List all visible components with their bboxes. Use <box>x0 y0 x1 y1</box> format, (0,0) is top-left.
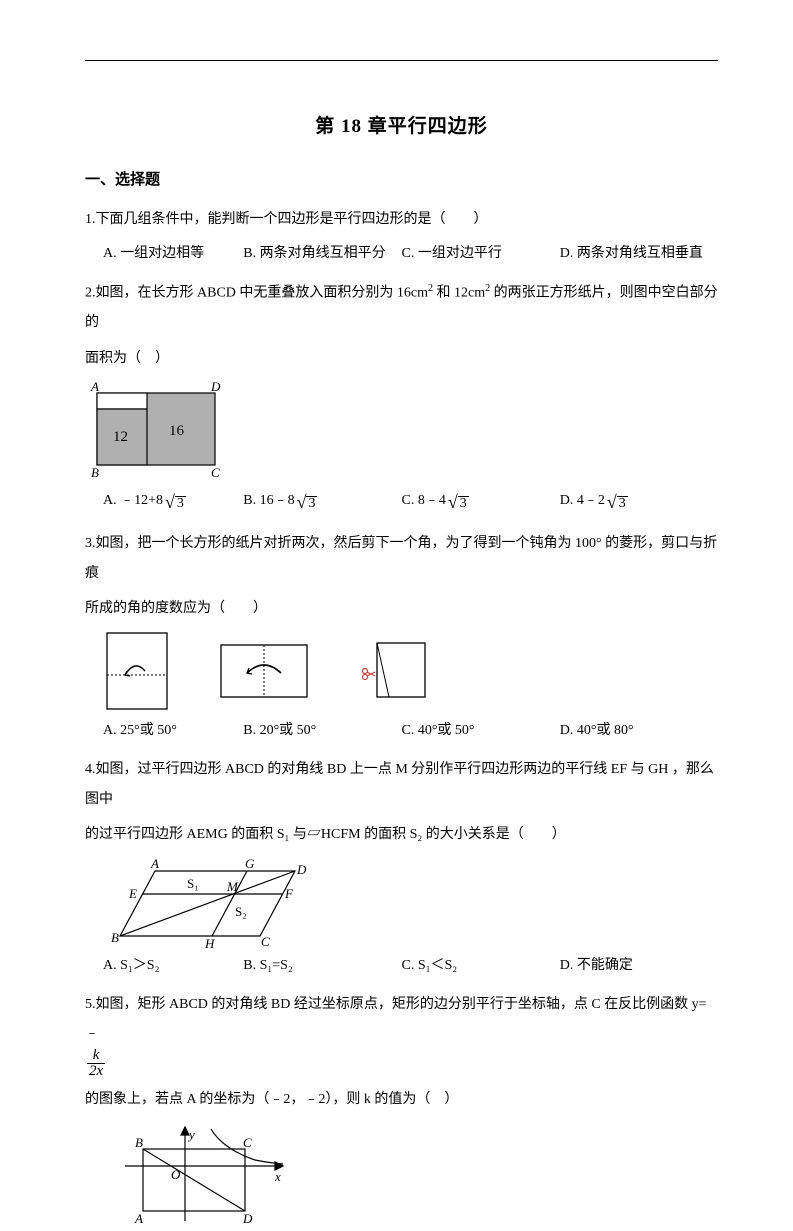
q2-label-12: 12 <box>113 429 128 445</box>
q5-text-1a: 5.如图，矩形 ABCD 的对角线 BD 经过坐标原点，矩形的边分别平行于坐标轴… <box>85 990 718 1049</box>
q2-text-1a: 2.如图，在长方形 ABCD 中无重叠放入面积分别为 16cm <box>85 286 428 301</box>
q2-text-line2: 面积为（ ） <box>85 344 718 373</box>
q2-opt-b-text: B. 16﹣8 <box>243 487 294 515</box>
q5-label-B: B <box>135 1135 143 1150</box>
q2-text-1b: 和 12cm <box>433 286 485 301</box>
q2-opt-c-text: C. 8﹣4 <box>402 487 446 515</box>
q2-opt-a: A. ﹣12+8 3 <box>85 483 243 519</box>
q2-rad-a: 3 <box>175 496 186 511</box>
q4-figure: A G D E M F B H C S₁ S₂ <box>105 856 325 948</box>
q3-opt-d: D. 40°或 80° <box>560 717 718 745</box>
q3-opt-a: A. 25°或 50° <box>85 717 243 745</box>
q5-label-y: y <box>187 1127 195 1142</box>
section-heading: 一、选择题 <box>85 168 718 189</box>
q3-figure-row <box>105 631 718 711</box>
q3-opt-c: C. 40°或 50° <box>402 717 560 745</box>
q4-label-M: M <box>226 879 239 894</box>
q2-text-line1: 2.如图，在长方形 ABCD 中无重叠放入面积分别为 16cm2 和 12cm2… <box>85 278 718 337</box>
q3-fig-1 <box>105 631 169 711</box>
chapter-title: 第 18 章平行四边形 <box>85 111 718 138</box>
q3-text-line2: 所成的角的度数应为（ ） <box>85 594 718 623</box>
q4-options: A. S₁＞S₂ B. S₁=S₂ C. S₁＜S₂ D. 不能确定 <box>85 952 718 980</box>
q4-label-E: E <box>128 886 137 901</box>
q5-label-O: O <box>171 1167 181 1182</box>
q1-opt-b: B. 两条对角线互相平分 <box>243 240 401 268</box>
q5-frac-den: 2x <box>87 1064 105 1079</box>
q3-fig-3 <box>359 641 429 701</box>
q3-fig-2 <box>219 643 309 699</box>
q2-options: A. ﹣12+8 3 B. 16﹣8 3 C. 8﹣4 3 D. 4﹣2 3 <box>85 483 718 519</box>
q2-label-C: C <box>211 465 220 479</box>
sqrt-icon: 3 <box>605 483 628 519</box>
q5-text-line1: 5.如图，矩形 ABCD 的对角线 BD 经过坐标原点，矩形的边分别平行于坐标轴… <box>85 990 718 1080</box>
q2-label-B: B <box>91 465 99 479</box>
q5-label-D: D <box>242 1211 253 1226</box>
q4-text-line2: 的过平行四边形 AEMG 的面积 S₁ 与▱HCFM 的面积 S₂ 的大小关系是… <box>85 820 718 849</box>
q4-label-G: G <box>245 856 255 871</box>
q4-label-S1: S₁ <box>187 876 199 891</box>
q3-options: A. 25°或 50° B. 20°或 50° C. 40°或 50° D. 4… <box>85 717 718 745</box>
sqrt-icon: 3 <box>446 483 469 519</box>
q4-label-A: A <box>150 856 159 871</box>
q3-text-line1: 3.如图，把一个长方形的纸片对折两次，然后剪下一个角，为了得到一个钝角为 100… <box>85 529 718 588</box>
sqrt-icon: 3 <box>295 483 318 519</box>
q2-opt-b: B. 16﹣8 3 <box>243 483 401 519</box>
q5-figure: y x B C O A D <box>115 1121 295 1231</box>
q4-label-D: D <box>296 862 307 877</box>
sqrt-icon: 3 <box>163 483 186 519</box>
q2-rad-c: 3 <box>458 496 469 511</box>
q5-label-A: A <box>134 1211 143 1226</box>
q2-opt-a-text: A. ﹣12+8 <box>103 487 163 515</box>
q2-rad-d: 3 <box>617 496 628 511</box>
q2-rad-b: 3 <box>306 496 317 511</box>
q4-opt-a: A. S₁＞S₂ <box>85 952 243 980</box>
q4-opt-c: C. S₁＜S₂ <box>402 952 560 980</box>
q4-label-S2: S₂ <box>235 904 247 919</box>
q5-frac-num: k <box>87 1048 105 1064</box>
q4-text-line1: 4.如图，过平行四边形 ABCD 的对角线 BD 上一点 M 分别作平行四边形两… <box>85 755 718 814</box>
q1-opt-c: C. 一组对边平行 <box>402 240 560 268</box>
q5-label-C: C <box>243 1135 252 1150</box>
q4-label-B: B <box>111 930 119 945</box>
q2-opt-d: D. 4﹣2 3 <box>560 483 718 519</box>
q4-opt-d: D. 不能确定 <box>560 952 718 980</box>
q2-figure: A D 12 16 B C <box>87 379 232 479</box>
q2-label-16: 16 <box>169 423 185 439</box>
q1-text: 1.下面几组条件中，能判断一个四边形是平行四边形的是（ ） <box>85 205 718 234</box>
q1-opt-d: D. 两条对角线互相垂直 <box>560 240 718 268</box>
page: 第 18 章平行四边形 一、选择题 1.下面几组条件中，能判断一个四边形是平行四… <box>0 0 793 1122</box>
q1-options: A. 一组对边相等 B. 两条对角线互相平分 C. 一组对边平行 D. 两条对角… <box>85 240 718 268</box>
top-rule <box>85 60 718 61</box>
q2-label-A: A <box>90 379 99 394</box>
q4-opt-b: B. S₁=S₂ <box>243 952 401 980</box>
q3-opt-b: B. 20°或 50° <box>243 717 401 745</box>
q5-label-x: x <box>274 1169 281 1184</box>
q2-opt-c: C. 8﹣4 3 <box>402 483 560 519</box>
q2-rect-white <box>97 393 147 409</box>
q4-label-H: H <box>204 936 215 948</box>
q1-opt-a: A. 一组对边相等 <box>85 240 243 268</box>
q4-label-C: C <box>261 934 270 948</box>
q2-opt-d-text: D. 4﹣2 <box>560 487 605 515</box>
q5-text-line2: 的图象上，若点 A 的坐标为（﹣2，﹣2），则 k 的值为（ ） <box>85 1085 718 1114</box>
q5-fraction: k 2x <box>87 1048 105 1079</box>
q4-label-F: F <box>284 886 294 901</box>
q2-label-D: D <box>210 379 221 394</box>
scissors-icon <box>363 669 376 680</box>
